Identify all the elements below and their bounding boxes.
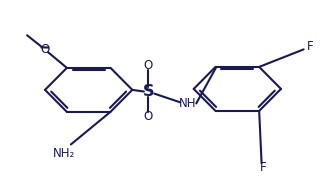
Text: O: O	[40, 44, 50, 57]
Text: O: O	[144, 59, 153, 72]
Text: NH₂: NH₂	[53, 147, 76, 160]
Text: S: S	[143, 84, 154, 99]
Text: F: F	[260, 161, 267, 174]
Text: O: O	[144, 110, 153, 123]
Text: NH: NH	[179, 97, 196, 110]
Text: F: F	[307, 40, 313, 53]
